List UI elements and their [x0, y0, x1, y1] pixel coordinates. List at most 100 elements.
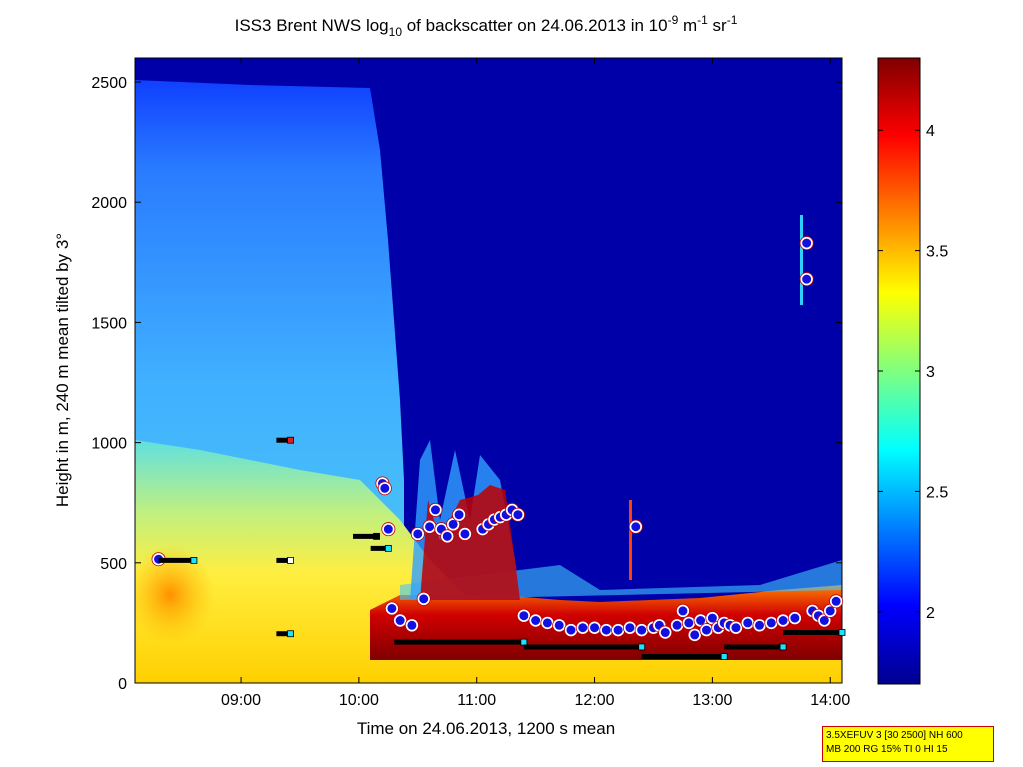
cloud-base-marker-2 — [378, 481, 392, 495]
x-tick-label-2: 11:00 — [457, 692, 496, 709]
cloud-base-marker-58 — [817, 614, 831, 627]
x-tick-label-4: 13:00 — [692, 692, 732, 709]
mixing-layer-end-6 — [520, 638, 528, 646]
cloud-base-marker-12 — [440, 529, 454, 543]
cloud-base-marker-edge-4 — [384, 601, 399, 616]
colorbar-ticks: 2 2.5 3 3.5 4 — [878, 123, 948, 622]
cloud-base-markers — [151, 236, 844, 642]
cloud-base-marker-54 — [800, 236, 814, 250]
cloud-base-marker-edge-54 — [799, 236, 814, 251]
cloud-base-marker-edge-7 — [410, 526, 425, 541]
cloud-base-marker-48 — [729, 621, 743, 635]
cloud-base-marker-edge-10 — [428, 502, 443, 517]
cloud-base-marker-49 — [741, 616, 755, 630]
cloud-base-marker-55 — [800, 272, 814, 286]
warm-aerosol-patch — [135, 545, 215, 645]
colorbar-tick-label-4: 4 — [926, 123, 935, 140]
y-tick-label-2: 1000 — [91, 436, 127, 453]
mixing-layer-segments — [158, 436, 846, 660]
mixing-layer-end-0 — [190, 557, 198, 564]
y-tick-label-0: 0 — [118, 676, 127, 693]
cloud-base-marker-edge-33 — [628, 519, 643, 534]
cloud-base-marker-edge-41 — [687, 627, 702, 642]
cloud-base-marker-41 — [688, 628, 702, 642]
x-tick-label-0: 09:00 — [221, 692, 261, 709]
colorbar — [877, 57, 921, 685]
colorbar-tick-label-1: 2.5 — [926, 484, 948, 501]
chart-title: ISS3 Brent NWS log10 of backscatter on 2… — [235, 13, 738, 39]
cloud-base-marker-60 — [829, 594, 843, 608]
cloud-base-marker-40 — [682, 616, 696, 630]
mixing-layer-end-10 — [838, 629, 846, 636]
cloud-base-marker-edge-37 — [658, 625, 673, 640]
cloud-base-marker-30 — [599, 623, 613, 637]
mixing-layer-end-3 — [287, 630, 294, 638]
cloud-base-marker-29 — [588, 621, 602, 635]
colorbar-tick-label-3: 3.5 — [926, 244, 948, 261]
cloud-base-marker-edge-60 — [829, 594, 844, 609]
aerosol-column-near-ground — [135, 440, 842, 683]
cloud-base-marker-25 — [540, 616, 554, 630]
cloud-base-marker-edge-3 — [381, 522, 396, 537]
cloud-base-marker-22 — [511, 508, 525, 522]
cloud-base-marker-43 — [699, 623, 713, 637]
mixing-layer-end-7 — [638, 643, 646, 651]
cloud-base-marker-edge-53 — [787, 611, 802, 626]
colorbar-tick-label-2: 3 — [926, 364, 935, 381]
cloud-base-marker-edge-22 — [510, 507, 525, 522]
y-axis-ticks: 0 500 1000 1500 2000 2500 — [91, 75, 842, 693]
cloud-base-marker-13 — [446, 517, 460, 531]
cloud-base-marker-52 — [776, 614, 790, 627]
info-line-1: 3.5XEFUV 3 [30 2500] NH 600 — [826, 730, 963, 741]
mixing-layer-end-8 — [720, 653, 728, 660]
cloud-base-marker-32 — [623, 621, 637, 635]
cloud-base-marker-33 — [629, 520, 643, 534]
mixing-layer-end-2 — [287, 436, 294, 444]
cloud-base-marker-edge-12 — [440, 529, 455, 544]
cloud-base-marker-51 — [764, 616, 778, 630]
mixing-layer-end-5 — [384, 544, 392, 552]
cloud-base-marker-edge-23 — [516, 608, 531, 623]
cloud-base-marker-5 — [393, 614, 407, 627]
cloud-base-marker-8 — [417, 592, 431, 606]
info-line-2: MB 200 RG 15% TI 0 HI 15 — [826, 744, 948, 755]
cloud-base-marker-26 — [552, 618, 566, 632]
cloud-base-marker-edge-39 — [675, 603, 690, 618]
colorbar-tick-label-0: 2 — [926, 605, 935, 622]
cloud-base-marker-44 — [705, 611, 719, 625]
mixing-layer-end-1 — [287, 557, 294, 564]
x-tick-label-3: 12:00 — [575, 692, 615, 709]
cloud-base-marker-38 — [670, 618, 684, 632]
high-cloud-streak — [800, 215, 803, 305]
backscatter-heatmap — [135, 58, 842, 683]
x-tick-label-1: 10:00 — [339, 692, 379, 709]
processing-info-box: 3.5XEFUV 3 [30 2500] NH 600 MB 200 RG 15… — [822, 726, 994, 762]
cloud-base-marker-53 — [788, 611, 802, 625]
cloud-base-marker-edge-8 — [416, 591, 431, 606]
cloud-base-marker-edge-15 — [457, 526, 472, 541]
cloud-base-marker-6 — [405, 618, 419, 632]
cloud-base-marker-15 — [458, 527, 472, 541]
cloud-base-marker-edge-2 — [377, 481, 392, 496]
mixing-layer-end-9 — [779, 643, 787, 651]
cloud-base-marker-3 — [381, 522, 395, 536]
cloud-base-marker-50 — [753, 618, 767, 632]
y-tick-label-3: 1500 — [91, 315, 127, 332]
cloud-base-marker-31 — [611, 623, 625, 637]
y-tick-label-5: 2500 — [91, 75, 127, 92]
cloud-base-marker-27 — [564, 623, 578, 637]
cloud-base-marker-23 — [517, 609, 531, 623]
cloud-base-marker-39 — [676, 604, 690, 618]
cloud-base-marker-edge-48 — [728, 620, 743, 635]
thin-cloud-streak — [629, 500, 632, 580]
cloud-base-marker-edge-6 — [404, 618, 419, 633]
x-axis-label: Time on 24.06.2013, 1200 s mean — [357, 719, 615, 738]
plot-frame — [134, 57, 843, 684]
cloud-base-marker-edge-55 — [799, 272, 814, 287]
cloud-base-marker-37 — [658, 626, 672, 640]
cloud-base-marker-edge-26 — [552, 618, 567, 633]
mixing-layer-end-4 — [373, 532, 380, 540]
y-tick-label-4: 2000 — [91, 195, 127, 212]
cloud-base-marker-59 — [823, 604, 837, 618]
